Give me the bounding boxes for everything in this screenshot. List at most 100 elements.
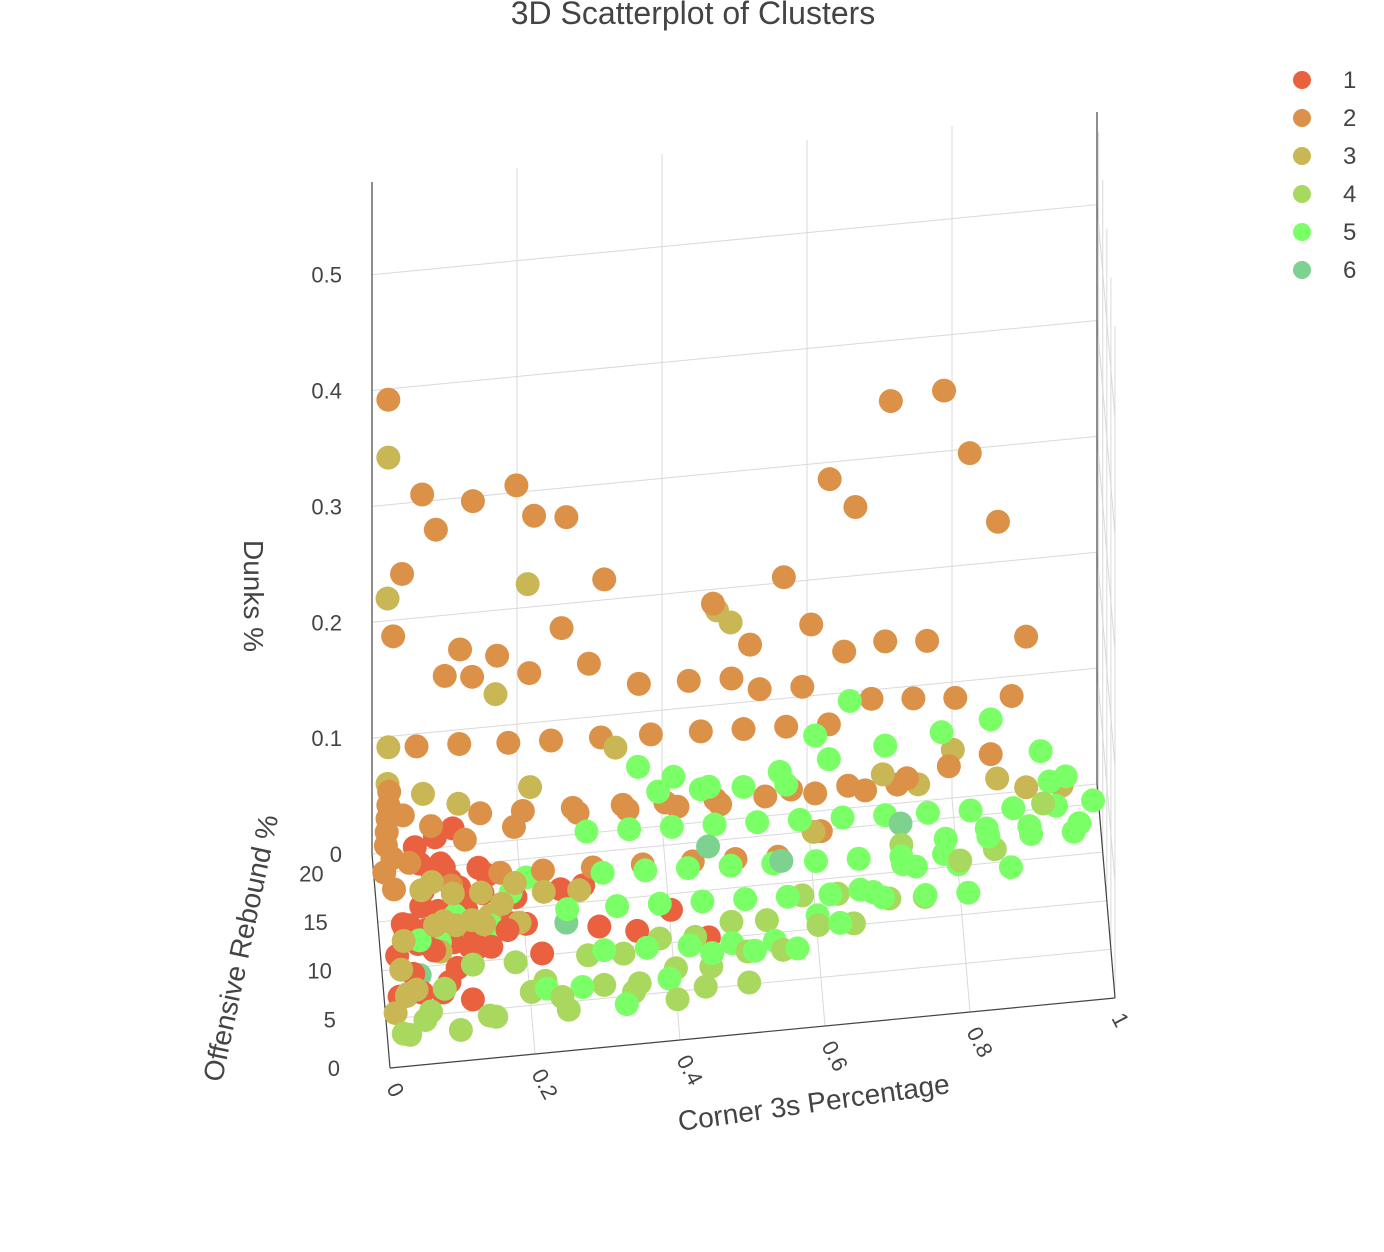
scatter-point-cluster-5[interactable] [828,910,853,935]
scatter-point-cluster-5[interactable] [1028,739,1053,764]
scatter-point-cluster-5[interactable] [998,855,1023,880]
scatter-point-cluster-2[interactable] [423,517,448,542]
scatter-point-cluster-4[interactable] [550,984,575,1009]
scatter-point-cluster-1[interactable] [458,935,483,960]
scatter-point-cluster-2[interactable] [576,651,601,676]
scatter-point-cluster-3[interactable] [603,735,628,760]
scatter-point-cluster-2[interactable] [774,714,799,739]
scatter-point-cluster-1[interactable] [495,918,520,943]
scatter-point-cluster-5[interactable] [1061,819,1086,844]
scatter-point-cluster-6[interactable] [696,834,721,859]
scatter-point-cluster-5[interactable] [816,747,841,772]
scatter-point-cluster-2[interactable] [510,798,535,823]
scatter-point-cluster-5[interactable] [633,858,658,883]
scatter-point-cluster-2[interactable] [432,663,457,688]
scatter-point-cluster-3[interactable] [391,929,416,954]
scatter-point-cluster-5[interactable] [1001,796,1026,821]
scatter-point-cluster-6[interactable] [888,811,913,836]
scatter-point-cluster-2[interactable] [753,784,778,809]
legend-item-5[interactable]: 5 [1293,219,1356,246]
scatter-point-cluster-3[interactable] [404,977,429,1002]
scatter-point-cluster-2[interactable] [549,616,574,641]
scatter-point-cluster-2[interactable] [381,877,406,902]
scatter-point-cluster-5[interactable] [830,805,855,830]
scatter-point-cluster-5[interactable] [590,860,615,885]
scatter-point-cluster-3[interactable] [468,880,493,905]
scatter-point-cluster-2[interactable] [915,628,940,653]
scatter-point-cluster-6[interactable] [769,848,794,873]
scatter-point-cluster-2[interactable] [447,732,472,757]
scatter-point-cluster-5[interactable] [718,853,743,878]
scatter-point-cluster-5[interactable] [891,852,915,877]
scatter-point-cluster-2[interactable] [853,778,878,803]
scatter-point-cluster-3[interactable] [376,445,401,470]
scatter-point-cluster-3[interactable] [518,775,543,800]
scatter-point-cluster-3[interactable] [375,586,400,611]
scatter-point-cluster-3[interactable] [460,908,485,933]
scatter-point-cluster-5[interactable] [731,774,756,799]
scatter-point-cluster-5[interactable] [677,933,702,958]
scatter-point-cluster-5[interactable] [958,798,983,823]
scatter-point-cluster-5[interactable] [690,889,715,914]
scatter-point-cluster-3[interactable] [531,879,556,904]
scatter-point-cluster-2[interactable] [638,722,663,747]
scatter-point-cluster-3[interactable] [440,881,465,906]
scatter-point-cluster-5[interactable] [555,897,580,922]
scatter-point-cluster-5[interactable] [1081,788,1106,813]
scatter-point-cluster-5[interactable] [742,938,767,963]
scatter-point-cluster-5[interactable] [803,723,828,748]
scatter-point-cluster-2[interactable] [936,754,961,779]
scatter-point-cluster-5[interactable] [592,938,617,963]
scatter-point-cluster-2[interactable] [843,494,868,519]
scatter-point-cluster-4[interactable] [448,1017,473,1042]
scatter-point-cluster-2[interactable] [957,441,982,466]
scatter-point-cluster-3[interactable] [985,766,1010,791]
scatter-point-cluster-5[interactable] [646,779,671,804]
scatter-point-cluster-3[interactable] [1014,775,1039,800]
scatter-point-cluster-5[interactable] [818,882,843,907]
scatter-point-cluster-2[interactable] [731,717,756,742]
scatter-point-cluster-5[interactable] [846,846,871,871]
scatter-point-cluster-5[interactable] [661,764,686,789]
scatter-point-cluster-5[interactable] [787,807,812,832]
scatter-point-cluster-2[interactable] [381,624,406,649]
scatter-point-cluster-5[interactable] [617,817,642,842]
scatter-point-cluster-2[interactable] [517,661,542,686]
scatter-point-cluster-5[interactable] [913,883,938,908]
scatter-point-cluster-2[interactable] [496,730,521,755]
scatter-point-cluster-2[interactable] [771,565,796,590]
scatter-point-cluster-2[interactable] [452,827,477,852]
scatter-point-cluster-5[interactable] [1053,764,1078,789]
scatter-point-cluster-2[interactable] [397,850,422,875]
legend-item-4[interactable]: 4 [1293,181,1356,208]
scatter-point-cluster-2[interactable] [676,668,701,693]
scatter-point-cluster-2[interactable] [504,473,529,498]
scatter-point-cluster-5[interactable] [978,707,1003,732]
scatter-point-cluster-5[interactable] [700,941,725,966]
scatter-point-cluster-5[interactable] [605,894,630,919]
scatter-point-cluster-2[interactable] [878,389,903,414]
scatter-point-cluster-5[interactable] [775,884,800,909]
scatter-point-cluster-5[interactable] [675,856,700,881]
scatter-point-cluster-2[interactable] [522,503,547,528]
scatter-point-cluster-5[interactable] [702,812,727,837]
scatter-point-cluster-2[interactable] [530,858,555,883]
scatter-point-cluster-3[interactable] [446,791,471,816]
scatter-point-cluster-1[interactable] [587,914,612,939]
scatter-point-cluster-4[interactable] [413,1008,438,1033]
scatter-point-cluster-2[interactable] [592,567,617,592]
scatter-point-cluster-5[interactable] [696,774,721,799]
legend-item-2[interactable]: 2 [1293,105,1356,132]
scatter-point-cluster-2[interactable] [817,467,842,492]
scatter-point-cluster-5[interactable] [574,819,599,844]
legend-item-6[interactable]: 6 [1293,257,1356,284]
scatter-point-cluster-4[interactable] [477,1003,502,1028]
legend[interactable]: 1 2 3 4 5 6 [1293,67,1356,284]
scatter-point-cluster-5[interactable] [785,936,810,961]
scatter-point-cluster-2[interactable] [485,643,510,668]
scatter-point-cluster-3[interactable] [419,870,444,895]
scatter-point-cluster-2[interactable] [894,766,919,791]
scatter-point-cluster-2[interactable] [803,781,828,806]
scatter-point-cluster-5[interactable] [626,754,651,779]
